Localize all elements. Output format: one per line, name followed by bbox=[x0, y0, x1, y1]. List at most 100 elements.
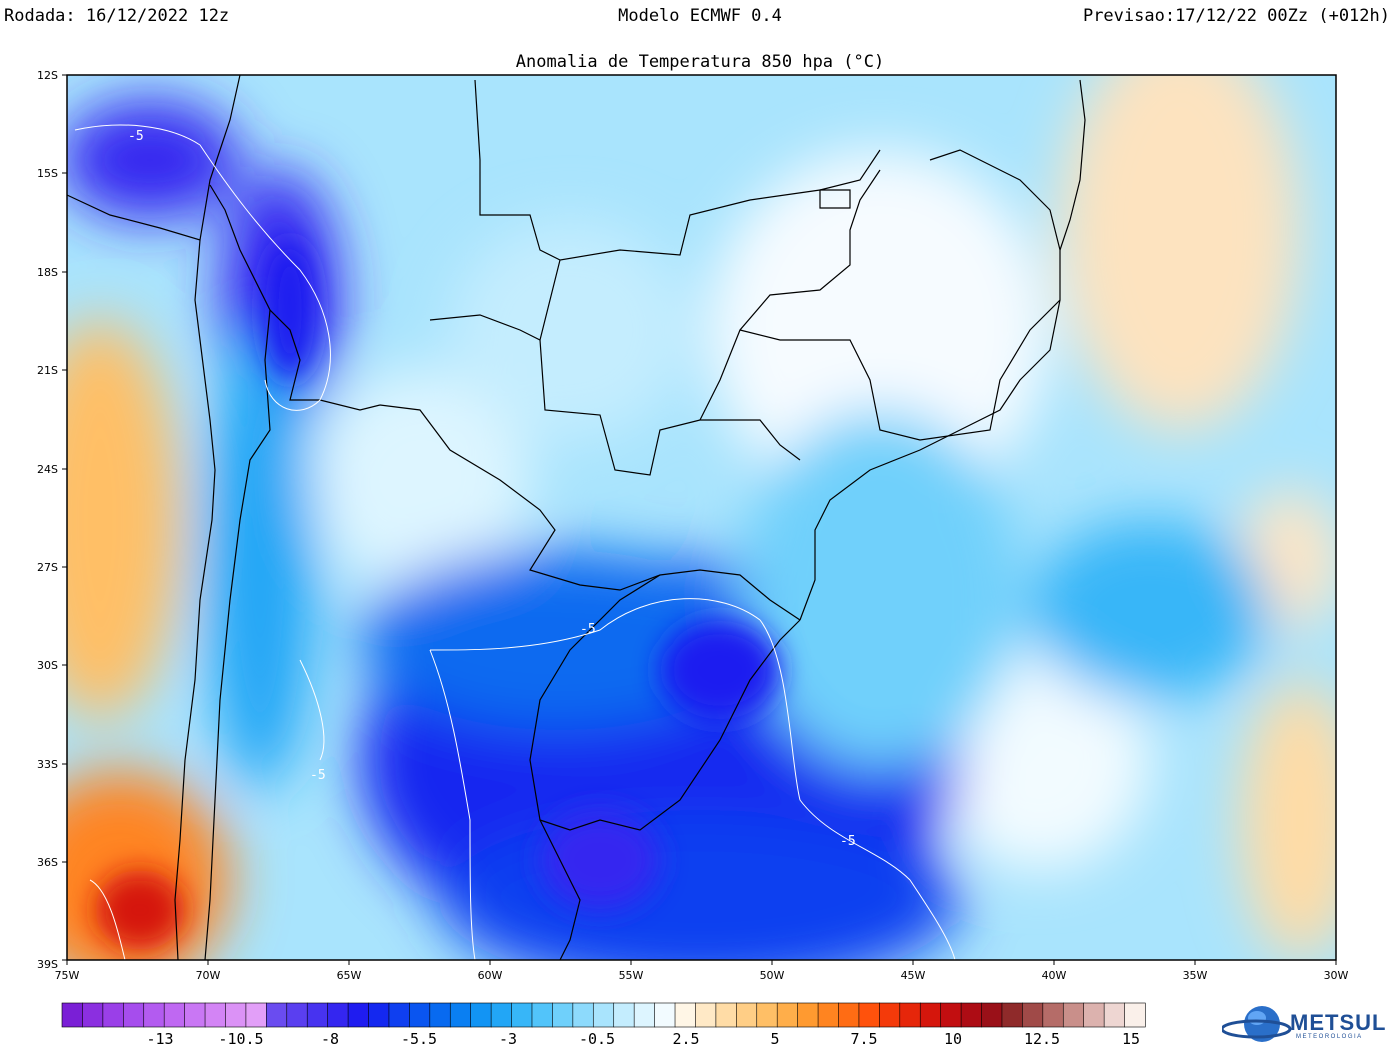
colorbar-swatch bbox=[82, 1002, 104, 1028]
colorbar-swatch bbox=[633, 1002, 656, 1028]
colorbar-swatch bbox=[429, 1002, 451, 1028]
axis-ticks bbox=[62, 74, 1337, 965]
colorbar-swatch bbox=[184, 1002, 206, 1028]
colorbar bbox=[61, 1002, 1146, 1028]
colorbar-swatch bbox=[409, 1002, 431, 1028]
colorbar-label: 2.5 bbox=[672, 1030, 699, 1048]
colorbar-swatch bbox=[143, 1002, 165, 1028]
colorbar-swatch bbox=[204, 1002, 227, 1028]
lat-label: 21S bbox=[37, 364, 58, 377]
colorbar-swatch bbox=[1083, 1002, 1105, 1028]
contour-label: -5 bbox=[840, 834, 856, 849]
colorbar-swatch bbox=[1062, 1002, 1085, 1028]
colorbar-swatch bbox=[368, 1002, 390, 1028]
colorbar-swatch bbox=[797, 1002, 819, 1028]
lon-label: 60W bbox=[478, 969, 503, 982]
contour-lines bbox=[74, 124, 956, 960]
temperature-anomaly-field bbox=[67, 75, 1336, 960]
colorbar-label: -8 bbox=[321, 1030, 339, 1048]
colorbar-swatch bbox=[715, 1002, 737, 1028]
colorbar-swatch bbox=[470, 1002, 492, 1028]
colorbar-swatch bbox=[960, 1002, 983, 1028]
metsul-logo: METSUL METEOROLOGIA bbox=[1220, 1002, 1392, 1046]
lon-label: 45W bbox=[901, 969, 926, 982]
colorbar-swatch bbox=[817, 1002, 840, 1028]
lat-label: 12S bbox=[37, 69, 58, 82]
colorbar-swatch bbox=[654, 1002, 676, 1028]
lon-label: 65W bbox=[337, 969, 362, 982]
colorbar-swatch bbox=[123, 1002, 145, 1028]
colorbar-swatch bbox=[286, 1002, 308, 1028]
colorbar-swatch bbox=[736, 1002, 758, 1028]
lat-label: 30S bbox=[37, 659, 58, 672]
colorbar-swatch bbox=[388, 1002, 410, 1028]
lon-label: 40W bbox=[1042, 969, 1067, 982]
lat-label: 24S bbox=[37, 463, 58, 476]
colorbar-swatch bbox=[879, 1002, 901, 1028]
colorbar-swatch bbox=[490, 1002, 513, 1028]
colorbar-swatch bbox=[695, 1002, 717, 1028]
colorbar-swatch bbox=[592, 1002, 615, 1028]
lat-label: 18S bbox=[37, 266, 58, 279]
logo-subtext: METEOROLOGIA bbox=[1296, 1034, 1363, 1040]
lon-label: 75W bbox=[55, 969, 80, 982]
colorbar-label: -3 bbox=[499, 1030, 517, 1048]
colorbar-label: 12.5 bbox=[1024, 1030, 1060, 1048]
colorbar-swatch bbox=[1042, 1002, 1064, 1028]
colorbar-swatch bbox=[102, 1002, 124, 1028]
colorbar-swatch bbox=[511, 1002, 533, 1028]
colorbar-swatch bbox=[1001, 1002, 1023, 1028]
lon-label: 55W bbox=[619, 969, 644, 982]
run-time-label: Rodada: 16/12/2022 12z bbox=[4, 6, 230, 26]
model-name-label: Modelo ECMWF 0.4 bbox=[618, 6, 782, 26]
colorbar-label: -0.5 bbox=[579, 1030, 615, 1048]
colorbar-swatch bbox=[940, 1002, 962, 1028]
colorbar-swatch bbox=[981, 1002, 1003, 1028]
contour-label: -5 bbox=[580, 622, 596, 637]
colorbar-label: -10.5 bbox=[218, 1030, 263, 1048]
lon-label: 35W bbox=[1183, 969, 1208, 982]
forecast-time-label: Previsao:17/12/22 00Zz (+012h) bbox=[1082, 6, 1390, 26]
lon-label: 50W bbox=[760, 969, 785, 982]
colorbar-swatch bbox=[899, 1002, 921, 1028]
colorbar-swatch bbox=[225, 1002, 247, 1028]
colorbar-swatch bbox=[776, 1002, 799, 1028]
lat-label: 36S bbox=[37, 856, 58, 869]
colorbar-swatch bbox=[347, 1002, 370, 1028]
colorbar-swatch bbox=[61, 1002, 84, 1028]
map-frame bbox=[66, 74, 1337, 961]
colorbar-swatch bbox=[613, 1002, 635, 1028]
lat-label: 33S bbox=[37, 758, 58, 771]
colorbar-label: 10 bbox=[944, 1030, 962, 1048]
map-title: Anomalia de Temperatura 850 hpa (°C) bbox=[515, 52, 885, 72]
colorbar-swatch bbox=[919, 1002, 942, 1028]
colorbar-swatch bbox=[552, 1002, 574, 1028]
colorbar-label: -13 bbox=[146, 1030, 173, 1048]
colorbar-swatch bbox=[674, 1002, 697, 1028]
contour-label: -5 bbox=[310, 768, 326, 783]
country-borders bbox=[67, 75, 1086, 960]
colorbar-label: 15 bbox=[1122, 1030, 1140, 1048]
colorbar-swatch bbox=[838, 1002, 860, 1028]
colorbar-swatch bbox=[531, 1002, 554, 1028]
lat-label: 39S bbox=[37, 958, 58, 971]
colorbar-swatch bbox=[1022, 1002, 1044, 1028]
globe-icon bbox=[1220, 1006, 1292, 1042]
colorbar-label: -5.5 bbox=[401, 1030, 437, 1048]
colorbar-swatch bbox=[266, 1002, 288, 1028]
colorbar-swatch bbox=[306, 1002, 329, 1028]
colorbar-labels: -13 -10.5 -8 -5.5 -3 -0.5 2.5 5 7.5 10 1… bbox=[146, 1030, 1140, 1048]
lon-label: 70W bbox=[196, 969, 221, 982]
lat-label: 15S bbox=[37, 167, 58, 180]
colorbar-swatch bbox=[756, 1002, 778, 1028]
colorbar-swatch bbox=[572, 1002, 594, 1028]
lat-label: 27S bbox=[37, 561, 58, 574]
logo-text: METSUL bbox=[1290, 1010, 1387, 1035]
colorbar-swatch bbox=[327, 1002, 349, 1028]
colorbar-swatch bbox=[245, 1002, 267, 1028]
colorbar-swatch bbox=[449, 1002, 472, 1028]
colorbar-swatch bbox=[1103, 1002, 1126, 1028]
colorbar-label: 7.5 bbox=[850, 1030, 877, 1048]
colorbar-swatch bbox=[858, 1002, 880, 1028]
